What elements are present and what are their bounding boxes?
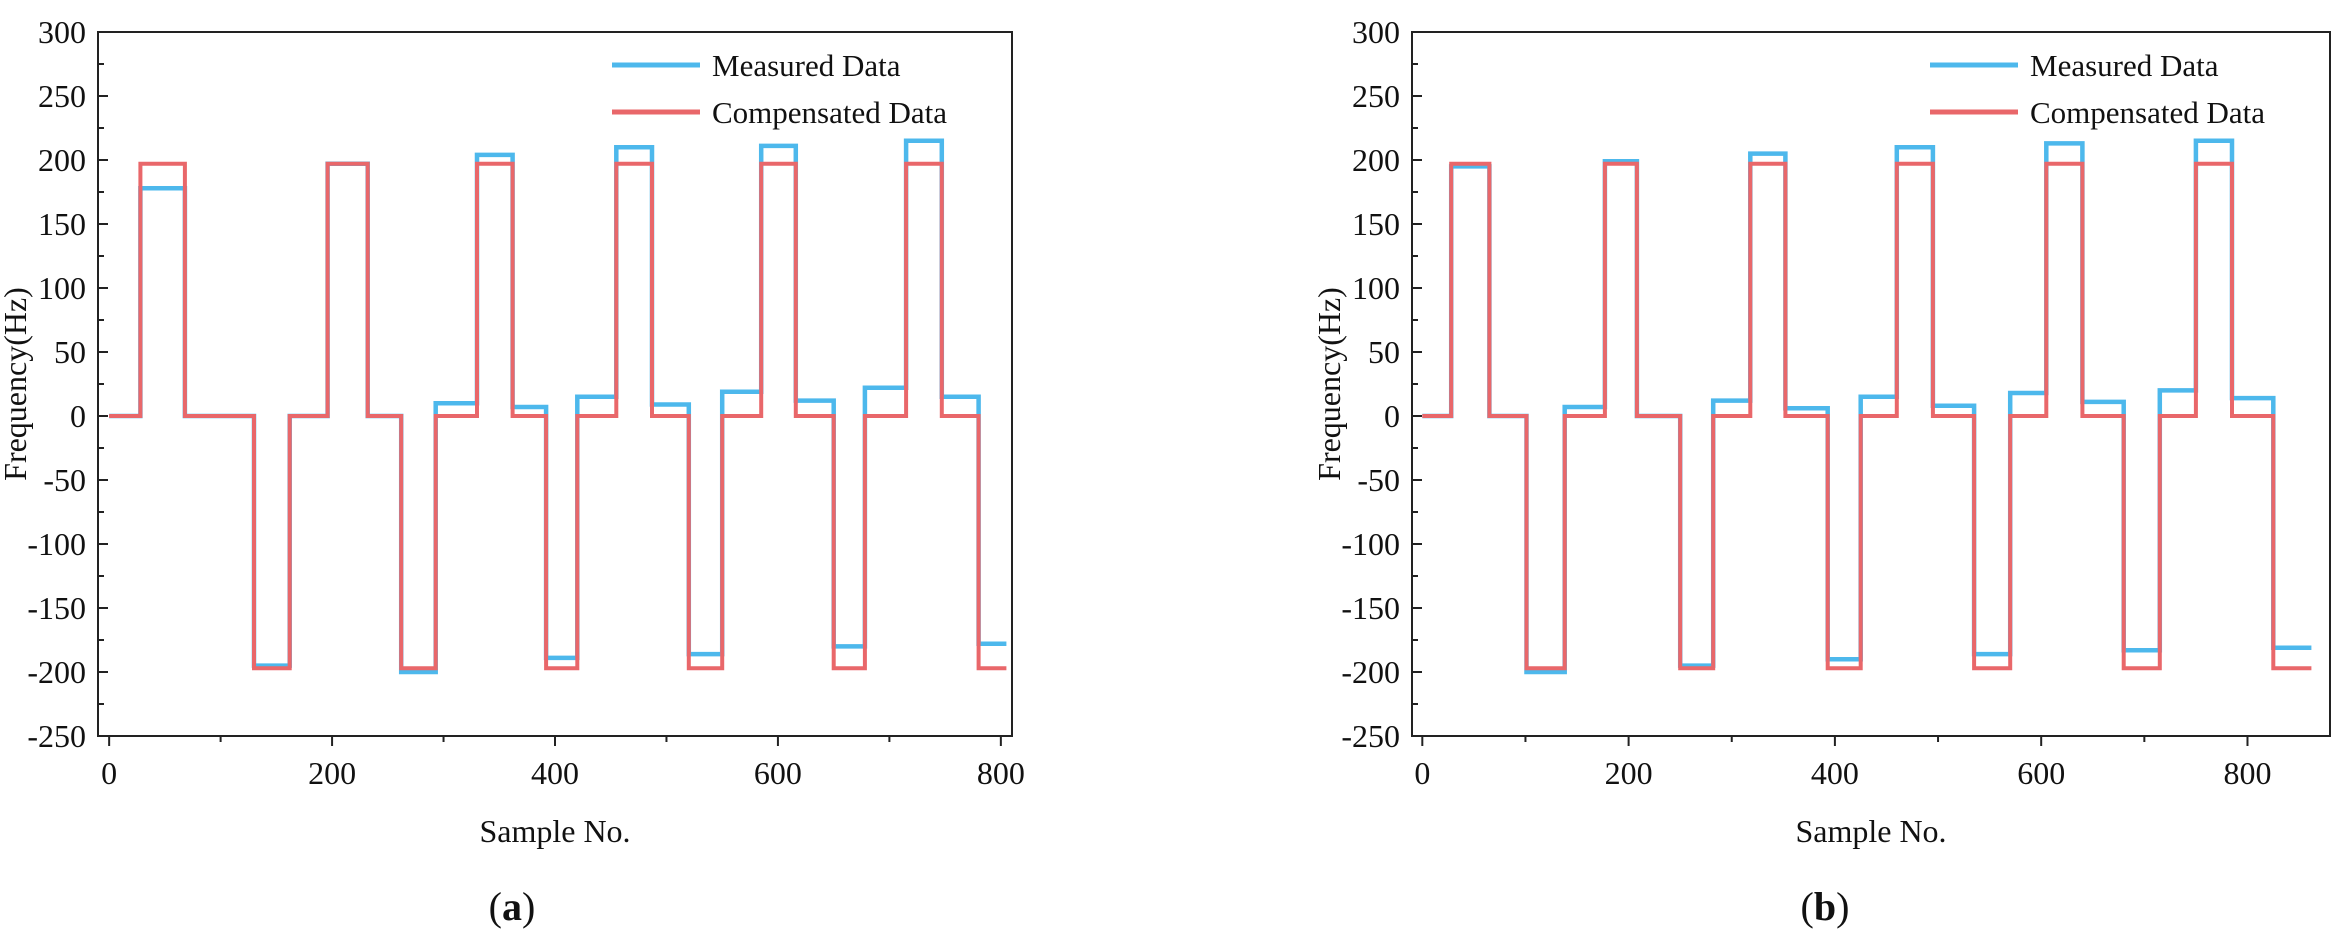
y-tick-label: 100 [38,270,86,306]
series-line-compensated [1422,161,2312,671]
panel-label-close: ) [1836,884,1849,929]
x-tick-label: 0 [101,755,117,791]
x-tick-label: 200 [308,755,356,791]
y-tick-label: -150 [27,590,86,626]
y-tick-label: -50 [1357,462,1400,498]
x-tick-label: 800 [2223,755,2271,791]
y-axis-title: Frequency(Hz) [1311,287,1347,481]
y-tick-label: -200 [1341,654,1400,690]
y-tick-label: 0 [70,398,86,434]
y-tick-label: -50 [43,462,86,498]
y-tick-label: 100 [1352,270,1400,306]
series-line-measured [109,138,1007,675]
panel-label-close: ) [522,884,535,929]
x-axis-title: Sample No. [479,813,630,849]
y-tick-label: -200 [27,654,86,690]
x-tick-label: 600 [754,755,802,791]
x-tick-label: 400 [1811,755,1859,791]
x-axis-title: Sample No. [1795,813,1946,849]
panel-label-open: ( [489,884,502,929]
legend-label-compensated: Compensated Data [2030,95,2265,130]
y-tick-label: -250 [1341,718,1400,754]
y-tick-label: 50 [54,334,86,370]
chart-panel-a: -250 -200 -150 -100 -50 0 50 100 150 200 250 300 0 20… [0,14,1025,929]
series-line-compensated [109,161,1007,671]
series-line-measured [1422,138,2312,675]
panel-label-letter: a [502,884,522,929]
y-tick-label: 0 [1384,398,1400,434]
y-tick-label: -150 [1341,590,1400,626]
plot-frame [1411,31,2331,737]
y-tick-label: -100 [27,526,86,562]
panel-label: (b) [1801,884,1850,929]
legend-label-compensated: Compensated Data [712,95,947,130]
y-tick-label: -250 [27,718,86,754]
y-tick-label: -100 [1341,526,1400,562]
panel-label-letter: b [1814,884,1836,929]
y-tick-label: 250 [1352,78,1400,114]
x-tick-label: 0 [1414,755,1430,791]
y-tick-label: 200 [38,142,86,178]
y-tick-label: 150 [1352,206,1400,242]
y-axis-title: Frequency(Hz) [0,287,33,481]
y-tick-label: 200 [1352,142,1400,178]
y-tick-label: 300 [1352,14,1400,50]
x-tick-label: 200 [1605,755,1653,791]
panel-label: (a) [489,884,536,929]
panel-label-open: ( [1801,884,1814,929]
plot-frame [97,31,1013,737]
legend-label-measured: Measured Data [712,48,901,83]
y-tick-label: 50 [1368,334,1400,370]
legend-label-measured: Measured Data [2030,48,2219,83]
y-tick-label: 250 [38,78,86,114]
y-tick-label: 300 [38,14,86,50]
x-tick-label: 600 [2017,755,2065,791]
x-tick-label: 800 [977,755,1025,791]
x-tick-label: 400 [531,755,579,791]
y-tick-label: 150 [38,206,86,242]
chart-panel-b: -250 -200 -150 -100 -50 0 50 100 150 200 250 300 0 20… [1311,14,2331,929]
